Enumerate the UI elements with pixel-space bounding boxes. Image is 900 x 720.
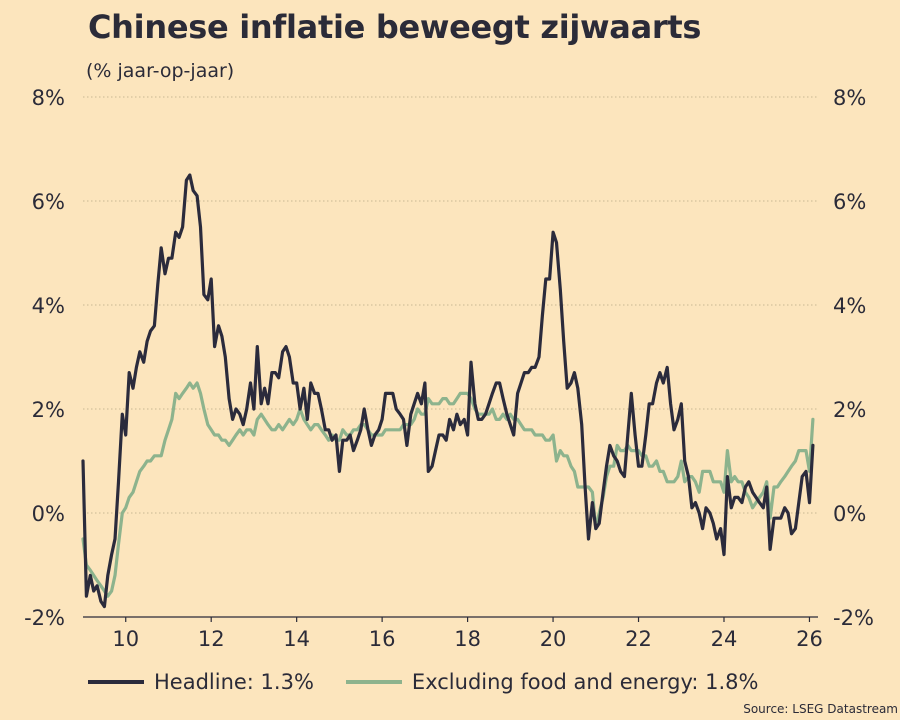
- y-tick-label-right: 2%: [833, 398, 866, 422]
- x-tick-label: 26: [796, 627, 823, 651]
- x-tick-label: 20: [540, 627, 567, 651]
- y-tick-label-right: 6%: [833, 190, 866, 214]
- x-tick-label: 24: [711, 627, 738, 651]
- x-tick-label: 10: [112, 627, 139, 651]
- source-note: Source: LSEG Datastream: [743, 702, 898, 716]
- x-tick-label: 16: [369, 627, 396, 651]
- legend-item-core: Excluding food and energy: 1.8%: [345, 670, 759, 694]
- legend-swatch-headline: [88, 680, 144, 684]
- gridlines: [83, 96, 818, 618]
- y-axis-right: 8% 6% 4% 2% 0% -2%: [833, 86, 874, 630]
- legend-label-headline: Headline: 1.3%: [154, 670, 314, 694]
- y-tick-label-right: 0%: [833, 502, 866, 526]
- y-tick-label-left: 4%: [32, 294, 65, 318]
- y-tick-label-right: 8%: [833, 86, 866, 110]
- y-tick-label-left: 8%: [32, 86, 65, 110]
- x-tick-label: 12: [198, 627, 225, 651]
- y-tick-label-left: -2%: [24, 606, 65, 630]
- x-tick-label: 14: [283, 627, 310, 651]
- y-axis-left: 8% 6% 4% 2% 0% -2%: [24, 86, 65, 630]
- x-axis: 10 12 14 16 18 20 22 24 26: [83, 616, 823, 651]
- y-tick-label-right: -2%: [833, 606, 874, 630]
- y-tick-label-left: 2%: [32, 398, 65, 422]
- series-line-core: [81, 381, 815, 598]
- chart-subtitle: (% jaar-op-jaar): [86, 60, 235, 82]
- x-tick-label: 22: [625, 627, 652, 651]
- legend-label-core: Excluding food and energy: 1.8%: [411, 670, 759, 694]
- series-line-headline: [81, 173, 815, 609]
- y-tick-label-left: 6%: [32, 190, 65, 214]
- legend-item-headline: Headline: 1.3%: [88, 670, 314, 694]
- y-tick-label-right: 4%: [833, 294, 866, 318]
- legend-swatch-core: [345, 680, 402, 684]
- legend: Headline: 1.3% Excluding food and energy…: [88, 670, 790, 694]
- series-lines: [81, 173, 815, 609]
- y-tick-label-left: 0%: [32, 502, 65, 526]
- chart-title: Chinese inflatie beweegt zijwaarts: [88, 8, 702, 46]
- x-tick-label: 18: [454, 627, 481, 651]
